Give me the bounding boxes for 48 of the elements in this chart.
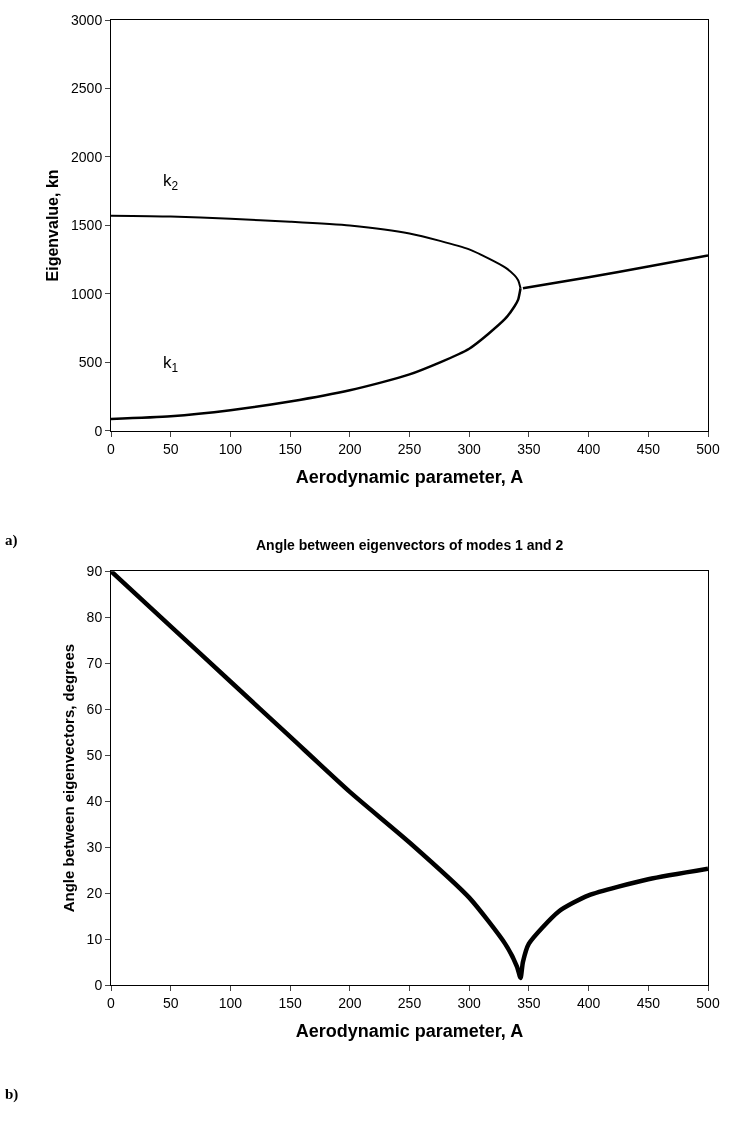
x-tick-label: 0	[107, 994, 116, 1011]
annotation: k$_{2}$	[163, 171, 179, 193]
x-tick-label: 350	[517, 440, 541, 457]
y-axis-title: Angle between eigenvectors, degrees	[59, 643, 77, 913]
y-tick-label: 500	[78, 354, 103, 371]
x-tick-label: 450	[636, 440, 661, 457]
x-tick-label: 150	[278, 994, 302, 1011]
chart-title: Angle between eigenvectors of modes 1 and 2	[256, 537, 564, 553]
x-tick-label: 150	[278, 440, 302, 457]
annotation: k$_{1}$	[163, 353, 179, 375]
y-tick-label: 80	[86, 609, 103, 626]
x-tick-label: 200	[338, 440, 362, 457]
text: a)	[5, 532, 18, 549]
x-axis-title: Aerodynamic parameter, A	[295, 1020, 524, 1041]
x-tick-label: 50	[162, 440, 179, 457]
x-tick-label: 100	[218, 440, 243, 457]
y-tick-label: 70	[86, 655, 103, 672]
y-tick-label: 20	[86, 884, 103, 901]
x-tick-label: 300	[457, 994, 482, 1011]
x-tick-label: 350	[517, 994, 541, 1011]
y-tick-label: 1500	[71, 217, 103, 234]
y-tick-label: 90	[86, 563, 103, 580]
y-tick-label: 10	[86, 930, 103, 947]
y-tick-label: 2500	[71, 80, 103, 97]
x-tick-label: 250	[397, 440, 422, 457]
x-tick-label: 50	[162, 994, 179, 1011]
y-tick-label: 3000	[71, 11, 103, 28]
y-tick-label: 0	[94, 422, 103, 439]
x-axis-title: Aerodynamic parameter, A	[295, 466, 524, 487]
y-tick-label: 30	[86, 838, 103, 855]
x-tick-label: 500	[696, 994, 720, 1011]
x-tick-label: 200	[338, 994, 362, 1011]
x-tick-label: 400	[576, 440, 601, 457]
y-tick-label: 50	[86, 746, 103, 763]
x-tick-label: 250	[397, 994, 422, 1011]
text: b)	[5, 1086, 19, 1103]
y-tick-label: 2000	[71, 148, 103, 165]
y-tick-label: 60	[86, 700, 103, 717]
x-tick-label: 0	[107, 440, 116, 457]
x-tick-label: 500	[696, 440, 720, 457]
x-tick-label: 400	[576, 994, 601, 1011]
x-tick-label: 300	[457, 440, 482, 457]
y-tick-label: 40	[86, 792, 103, 809]
x-tick-label: 100	[218, 994, 243, 1011]
y-tick-label: 0	[94, 976, 103, 993]
y-tick-label: 1000	[71, 285, 103, 302]
y-axis-title: Eigenvalue, kn	[43, 169, 61, 282]
x-tick-label: 450	[636, 994, 661, 1011]
